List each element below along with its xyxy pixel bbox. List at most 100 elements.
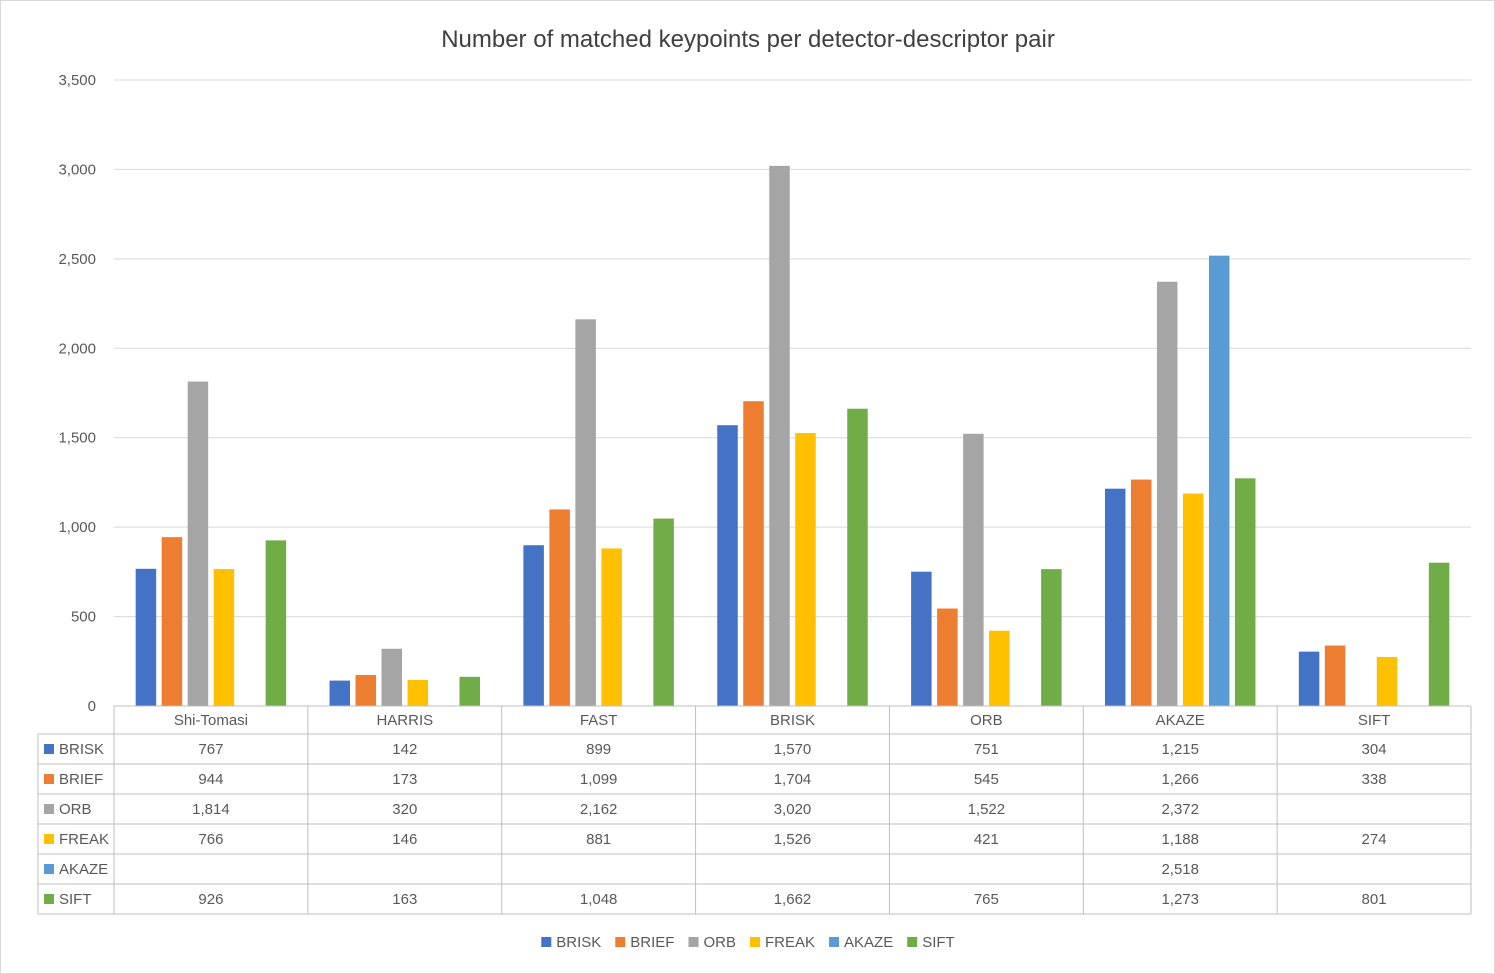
bar-sift-shi-tomasi [265,540,287,706]
legend-key-brisk [541,937,552,947]
data-label: 545 [974,771,999,788]
bar-brief-brisk [743,401,764,706]
data-label: 304 [1362,741,1387,758]
data-label: 1,522 [968,801,1006,818]
data-label: 944 [198,771,223,788]
table-series-name: AKAZE [59,861,108,878]
table-series-name: BRIEF [59,771,103,788]
table-series-name: BRISK [59,741,104,758]
table-legend-key-akaze [44,864,54,874]
legend-label: SIFT [922,934,955,951]
legend-key-brief [615,937,626,947]
data-label: 2,372 [1161,801,1199,818]
bar-brisk-brisk [717,425,738,706]
legend-key-freak [750,937,761,947]
legend-key-orb [688,937,699,947]
table-legend-key-sift [44,894,54,904]
data-label: 1,570 [774,741,812,758]
x-category-label: AKAZE [1156,712,1205,729]
data-label: 881 [586,831,611,848]
bar-freak-harris [407,679,429,706]
x-category-label: SIFT [1358,712,1391,729]
bar-orb-shi-tomasi [187,381,209,706]
bar-brisk-orb [911,571,932,706]
x-category-label: FAST [580,712,618,729]
data-label: 320 [392,801,417,818]
legend-label: BRISK [556,934,601,951]
bar-brisk-sift [1298,651,1320,706]
legend-label: FREAK [765,934,815,951]
bar-orb-fast [575,319,596,706]
legend-label: ORB [703,934,736,951]
data-label: 1,266 [1161,771,1199,788]
data-label: 1,188 [1161,831,1199,848]
bar-orb-orb [963,433,984,706]
gridlines [114,79,1471,618]
legend-label: AKAZE [844,934,893,951]
bar-brief-shi-tomasi [161,537,183,706]
x-category-label: BRISK [770,712,815,729]
data-label: 1,215 [1161,741,1199,758]
bar-sift-orb [1041,569,1062,706]
data-label: 926 [198,891,223,908]
bar-sift-brisk [847,408,868,706]
data-label: 766 [198,831,223,848]
data-label: 274 [1362,831,1387,848]
bar-brisk-fast [523,545,544,706]
legend-key-akaze [829,937,840,947]
data-label: 3,020 [774,801,812,818]
data-label: 173 [392,771,417,788]
data-label: 2,518 [1161,861,1199,878]
x-category-label: HARRIS [376,712,433,729]
bar-brisk-shi-tomasi [135,568,157,706]
bar-orb-brisk [769,165,790,706]
y-tick-label: 2,000 [58,340,96,357]
data-label: 801 [1362,891,1387,908]
y-tick-label: 3,000 [58,161,96,178]
data-table: Shi-Tomasi HARRIS FAST BRISK ORB AKAZE SIFT BRI… [37,705,1472,915]
bar-brief-orb [937,608,958,706]
y-tick-label: 3,500 [58,72,96,89]
legend-key-sift [907,937,918,947]
data-label: 1,662 [774,891,812,908]
bar-freak-sift [1376,656,1398,706]
data-label: 1,526 [774,831,812,848]
bar-orb-harris [381,648,403,706]
y-tick-label: 0 [88,698,96,715]
data-label: 899 [586,741,611,758]
bar-freak-orb [989,630,1010,706]
bar-brief-sift [1324,645,1346,706]
bar-brief-fast [549,509,570,706]
x-category-label: ORB [970,712,1003,729]
data-label: 2,162 [580,801,618,818]
data-label: 1,273 [1161,891,1199,908]
table-legend-key-brief [44,774,54,784]
y-tick-label: 1,000 [58,519,96,536]
data-label: 1,048 [580,891,618,908]
data-label: 338 [1362,771,1387,788]
data-label: 1,814 [192,801,230,818]
chart-title: Number of matched keypoints per detector… [441,26,1055,53]
data-label: 751 [974,741,999,758]
table-legend-key-brisk [44,744,54,754]
bar-brief-harris [355,675,377,706]
bars [135,165,1450,707]
y-tick-label: 2,500 [58,251,96,268]
y-tick-label: 500 [71,609,96,626]
table-legend-key-orb [44,804,54,814]
bar-freak-akaze [1182,493,1204,706]
legend-label: BRIEF [630,934,674,951]
data-label: 142 [392,741,417,758]
bar-sift-harris [459,676,481,706]
table-series-name: SIFT [59,891,92,908]
data-label: 421 [974,831,999,848]
y-tick-label: 1,500 [58,430,96,447]
table-series-name: FREAK [59,831,109,848]
bar-akaze-akaze [1208,255,1230,707]
table-series-name: ORB [59,801,92,818]
bar-brisk-akaze [1104,488,1126,706]
x-category-label: Shi-Tomasi [174,712,248,729]
data-label: 1,704 [774,771,812,788]
